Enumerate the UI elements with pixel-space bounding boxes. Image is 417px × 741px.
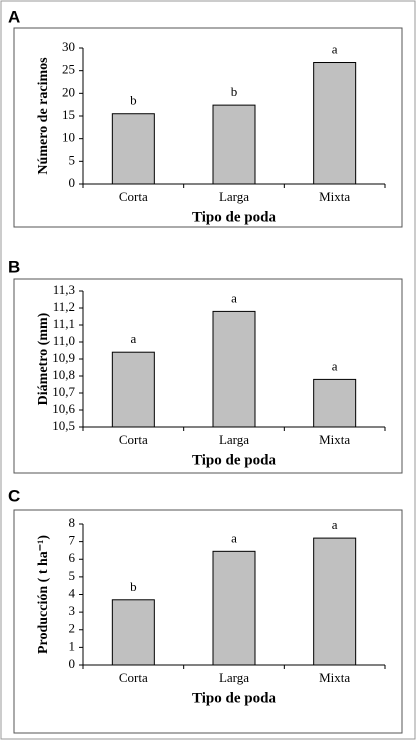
y-axis-title: Producción ( t ha⁻¹)	[36, 535, 51, 654]
y-tick-label: 5	[69, 568, 76, 583]
x-axis-title: Tipo de poda	[192, 209, 276, 225]
y-tick-label: 10,7	[52, 384, 75, 399]
panel-frame	[13, 509, 403, 734]
y-tick-label: 20	[62, 84, 75, 99]
y-tick-label: 25	[62, 62, 75, 77]
y-tick-label: 10,5	[52, 418, 75, 433]
panel-label: B	[8, 257, 20, 276]
bar	[212, 104, 256, 185]
y-axis-title: Número de racimos	[36, 57, 51, 175]
x-tick-label: Corta	[119, 432, 148, 447]
y-tick-label: 11,1	[53, 316, 75, 331]
bar-annotation: b	[130, 93, 137, 108]
bar-annotation: b	[231, 84, 238, 99]
y-axis-title: Diámetro (mm)	[36, 312, 51, 405]
y-tick-label: 7	[69, 533, 76, 548]
y-tick-label: 10,8	[52, 367, 75, 382]
x-axis-title: Tipo de poda	[192, 452, 276, 468]
panel-frame	[13, 27, 403, 228]
x-axis-title: Tipo de poda	[192, 690, 276, 706]
bar-annotation: b	[130, 579, 137, 594]
y-tick-label: 10,6	[52, 401, 75, 416]
bar	[313, 378, 357, 428]
y-tick-label: 8	[69, 515, 76, 530]
bar	[111, 599, 155, 666]
bar-annotation: a	[332, 41, 338, 56]
panel-label: A	[8, 7, 20, 26]
x-tick-label: Mixta	[319, 670, 350, 685]
x-tick-label: Larga	[219, 189, 249, 204]
bar-annotation: a	[130, 331, 136, 346]
bar	[313, 537, 357, 666]
y-tick-label: 4	[69, 585, 76, 600]
bar	[212, 310, 256, 428]
x-tick-label: Larga	[219, 432, 249, 447]
panel-frame	[13, 278, 403, 474]
x-tick-label: Mixta	[319, 189, 350, 204]
y-tick-label: 11,2	[53, 299, 75, 314]
y-tick-label: 10	[62, 130, 75, 145]
y-tick-label: 10,9	[52, 350, 75, 365]
x-tick-label: Mixta	[319, 432, 350, 447]
bar-annotation: a	[231, 290, 237, 305]
bar	[313, 62, 357, 185]
y-tick-label: 0	[69, 656, 76, 671]
panel-label: C	[8, 486, 20, 505]
y-tick-label: 11,3	[53, 282, 75, 297]
y-tick-label: 0	[69, 175, 76, 190]
bar-annotation: a	[332, 517, 338, 532]
x-tick-label: Larga	[219, 670, 249, 685]
x-tick-label: Corta	[119, 670, 148, 685]
y-tick-label: 11,0	[53, 333, 75, 348]
y-tick-label: 3	[69, 603, 76, 618]
bar-annotation: a	[231, 530, 237, 545]
y-tick-label: 5	[69, 152, 76, 167]
y-tick-label: 6	[69, 550, 76, 565]
y-tick-label: 30	[62, 39, 75, 54]
y-tick-label: 1	[69, 638, 76, 653]
bar	[111, 113, 155, 185]
bar	[111, 351, 155, 428]
bar-annotation: a	[332, 358, 338, 373]
y-tick-label: 15	[62, 107, 75, 122]
y-tick-label: 2	[69, 621, 76, 636]
bar	[212, 550, 256, 666]
x-tick-label: Corta	[119, 189, 148, 204]
